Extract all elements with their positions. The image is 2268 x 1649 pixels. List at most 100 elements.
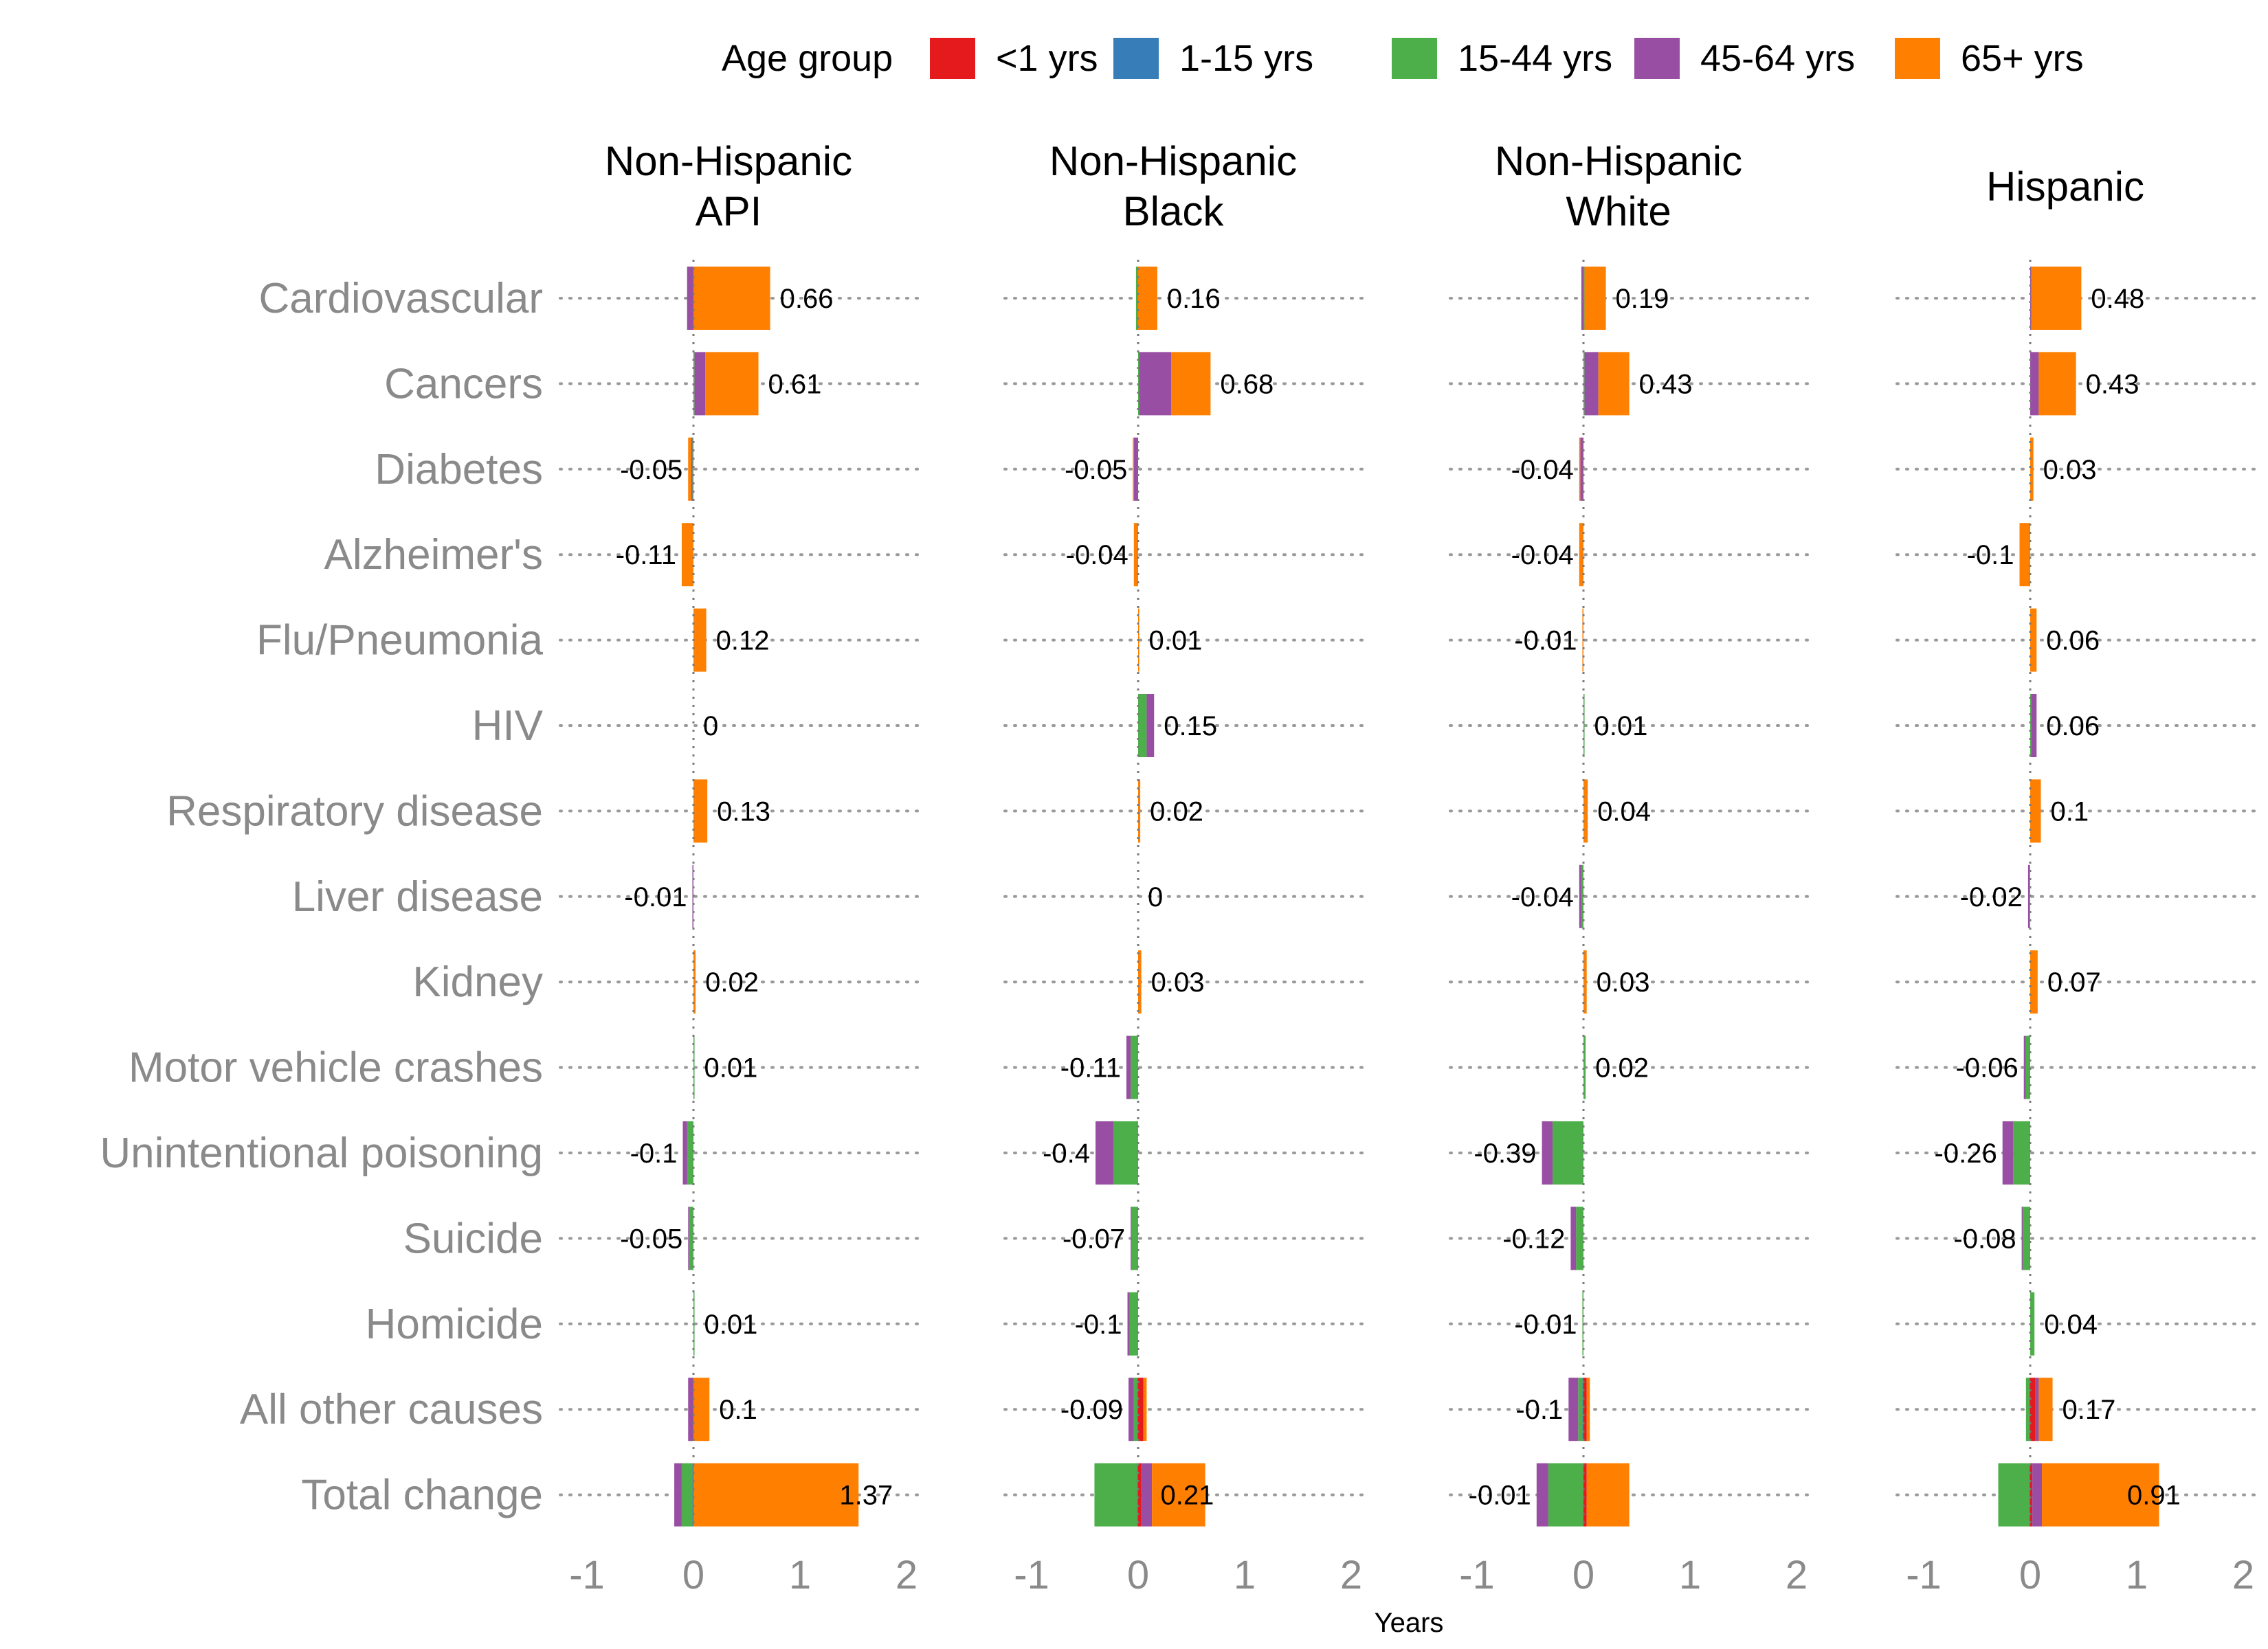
bar-liver-disease-45-64-yrs <box>1579 864 1581 928</box>
data-label-respiratory-disease: 0.13 <box>717 796 770 827</box>
data-label-homicide: -0.1 <box>1075 1310 1122 1340</box>
x-tick-label: -1 <box>1906 1553 1942 1597</box>
data-label-cardiovascular: 0.66 <box>780 284 834 314</box>
data-label-unintentional-poisoning: -0.26 <box>1935 1138 1997 1169</box>
data-label-unintentional-poisoning: -0.4 <box>1043 1138 1090 1169</box>
bar-total-change-1-15-yrs <box>1137 1463 1138 1527</box>
bar-homicide-15-44-yrs <box>1129 1292 1138 1356</box>
facet-non-hispanic-api: Non-HispanicAPI0.660.61-0.05-0.110.1200.… <box>559 138 919 1597</box>
legend-key-1-yrs <box>930 38 975 79</box>
bar-motor-vehicle-crashes-45-64-yrs <box>2023 1035 2026 1099</box>
bar-cardiovascular-65-yrs <box>693 267 770 330</box>
legend-key-65-yrs <box>1895 38 1940 79</box>
bar-alzheimer-s-65-yrs <box>2019 523 2030 587</box>
bar-all-other-causes-65-yrs <box>2038 1378 2053 1442</box>
data-label-diabetes: 0.03 <box>2043 455 2097 485</box>
bar-homicide-45-64-yrs <box>1127 1292 1130 1356</box>
bar-total-change-65-yrs <box>693 1463 859 1527</box>
bar-suicide-15-44-yrs <box>689 1207 693 1270</box>
bar-all-other-causes-65-yrs <box>1586 1378 1590 1442</box>
data-label-homicide: -0.01 <box>1514 1310 1577 1340</box>
bar-diabetes-45-64-yrs <box>1133 437 1138 501</box>
bar-liver-disease-15-44-yrs <box>1581 864 1583 928</box>
category-label-motor-vehicle-crashes: Motor vehicle crashes <box>129 1044 543 1092</box>
data-label-cardiovascular: 0.48 <box>2091 284 2144 314</box>
x-tick-label: 0 <box>682 1553 704 1597</box>
data-label-kidney: 0.07 <box>2047 967 2101 998</box>
data-label-cancers: 0.61 <box>768 369 822 399</box>
bar-total-change-1-15-yrs <box>2029 1463 2030 1527</box>
data-label-all-other-causes: -0.1 <box>1515 1395 1563 1425</box>
x-tick-label: 1 <box>789 1553 811 1597</box>
bar-kidney-65-yrs <box>2030 950 2038 1014</box>
data-label-homicide: 0.01 <box>704 1310 758 1340</box>
bar-motor-vehicle-crashes-15-44-yrs <box>1583 1035 1586 1099</box>
data-label-flu-pneumonia: 0.01 <box>1149 626 1203 656</box>
data-label-all-other-causes: 0.17 <box>2063 1395 2116 1425</box>
legend-label-65-yrs: 65+ yrs <box>1961 38 2084 79</box>
legend-label-45-64-yrs: 45-64 yrs <box>1700 38 1855 79</box>
bar-cardiovascular-65-yrs <box>2031 267 2082 330</box>
bar-unintentional-poisoning-45-64-yrs <box>1096 1121 1114 1185</box>
facet-hispanic: Hispanic 0.48 0.43 0.03 -0.1 0.06 0.06 0.1 -0.02… <box>1895 164 2256 1597</box>
data-label-flu-pneumonia: -0.01 <box>1514 626 1577 656</box>
facet-title-line2: Black <box>1123 188 1225 234</box>
bar-cancers-45-64-yrs <box>2030 352 2039 416</box>
bar-diabetes-45-64-yrs <box>1580 437 1583 501</box>
bar-total-change-15-44-yrs <box>1998 1463 2030 1527</box>
bar-all-other-causes-1-15-yrs <box>2029 1378 2030 1442</box>
data-label-kidney: 0.02 <box>705 967 759 998</box>
data-label-liver-disease: 0 <box>1148 882 1163 912</box>
bar-unintentional-poisoning-15-44-yrs <box>2013 1121 2030 1185</box>
data-label-kidney: 0.03 <box>1597 967 1650 998</box>
bar-diabetes-45-64-yrs <box>691 437 693 501</box>
x-tick-label: -1 <box>1014 1553 1049 1597</box>
facet-title-line1: Non-Hispanic <box>1495 138 1742 184</box>
bar-cancers-65-yrs <box>1171 352 1211 416</box>
data-label-homicide: 0.04 <box>2044 1310 2098 1340</box>
category-label-flu-pneumonia: Flu/Pneumonia <box>256 617 544 664</box>
category-label-homicide: Homicide <box>366 1301 543 1348</box>
data-label-liver-disease: -0.04 <box>1511 882 1574 912</box>
bar-diabetes-15-44-yrs <box>692 437 693 501</box>
data-label-hiv: 0.01 <box>1594 711 1648 741</box>
x-tick-label: 0 <box>2019 1553 2041 1597</box>
bar-all-other-causes-45-64-yrs <box>1568 1378 1579 1442</box>
bar-cardiovascular-65-yrs <box>1584 267 1606 330</box>
data-label-motor-vehicle-crashes: 0.01 <box>704 1053 758 1084</box>
bar-diabetes-65-yrs <box>1579 437 1581 501</box>
data-label-hiv: 0.06 <box>2046 711 2100 741</box>
data-label-total-change: -0.01 <box>1469 1481 1531 1511</box>
category-label-kidney: Kidney <box>412 958 543 1006</box>
data-label-unintentional-poisoning: -0.39 <box>1474 1138 1536 1169</box>
bar-alzheimer-s-65-yrs <box>681 523 693 587</box>
data-label-flu-pneumonia: 0.12 <box>716 626 770 656</box>
bar-total-change-65-yrs <box>2042 1463 2159 1527</box>
legend-key-1-15-yrs <box>1113 38 1159 79</box>
bar-cardiovascular-15-44-yrs <box>1583 267 1585 330</box>
bar-cancers-65-yrs <box>2038 352 2076 416</box>
bar-suicide-15-44-yrs <box>1576 1207 1583 1270</box>
data-label-motor-vehicle-crashes: -0.11 <box>1060 1053 1121 1084</box>
category-label-unintentional-poisoning: Unintentional poisoning <box>100 1130 543 1177</box>
data-label-cancers: 0.43 <box>1639 369 1693 399</box>
bar-alzheimer-s-65-yrs <box>1579 523 1583 587</box>
bar-unintentional-poisoning-45-64-yrs <box>682 1121 687 1185</box>
x-tick-label: 2 <box>1340 1553 1362 1597</box>
bar-total-change-15-44-yrs <box>1548 1463 1583 1527</box>
bar-kidney-65-yrs <box>1138 950 1142 1014</box>
facet-title-line2: White <box>1566 188 1671 234</box>
x-tick-label: 0 <box>1127 1553 1149 1597</box>
bar-motor-vehicle-crashes-45-64-yrs <box>1126 1035 1131 1099</box>
bar-respiratory-disease-65-yrs <box>2030 779 2041 843</box>
bar-kidney-65-yrs <box>1583 950 1587 1014</box>
legend-key-15-44-yrs <box>1392 38 1437 79</box>
bar-total-change-45-64-yrs <box>674 1463 682 1527</box>
bar-flu-pneumonia-65-yrs <box>693 608 707 672</box>
data-label-alzheimer-s: -0.11 <box>616 540 676 570</box>
bar-respiratory-disease-65-yrs <box>1583 779 1588 843</box>
bar-cancers-45-64-yrs <box>694 352 706 416</box>
bar-cardiovascular-15-44-yrs <box>1135 267 1138 330</box>
